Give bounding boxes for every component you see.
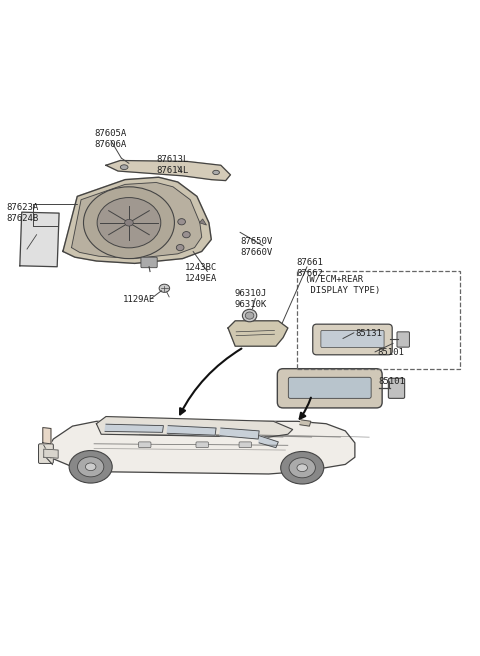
Ellipse shape <box>69 451 112 483</box>
Ellipse shape <box>297 464 308 472</box>
Text: 1129AE: 1129AE <box>123 295 155 304</box>
Text: (W/ECM+REAR
 DISPLAY TYPE): (W/ECM+REAR DISPLAY TYPE) <box>305 275 380 295</box>
Ellipse shape <box>213 171 219 174</box>
Polygon shape <box>105 424 163 432</box>
FancyBboxPatch shape <box>397 332 409 347</box>
Ellipse shape <box>281 451 324 484</box>
Text: 87613L
87614L: 87613L 87614L <box>156 155 189 175</box>
Ellipse shape <box>289 458 315 478</box>
Text: 1243BC
1249EA: 1243BC 1249EA <box>185 263 217 283</box>
Ellipse shape <box>85 463 96 470</box>
Text: 87661
87662: 87661 87662 <box>297 258 324 278</box>
Polygon shape <box>220 428 259 439</box>
Polygon shape <box>44 421 355 474</box>
Ellipse shape <box>97 197 161 248</box>
Polygon shape <box>167 426 216 435</box>
Polygon shape <box>259 436 278 447</box>
Ellipse shape <box>84 187 174 258</box>
FancyBboxPatch shape <box>38 444 53 463</box>
Ellipse shape <box>182 232 190 237</box>
Polygon shape <box>199 219 206 225</box>
Polygon shape <box>43 428 51 444</box>
Ellipse shape <box>125 219 133 226</box>
Polygon shape <box>44 449 58 458</box>
Text: 85131: 85131 <box>356 329 383 338</box>
Ellipse shape <box>245 312 254 319</box>
FancyBboxPatch shape <box>288 377 371 398</box>
FancyBboxPatch shape <box>321 331 384 348</box>
Polygon shape <box>228 321 288 346</box>
FancyBboxPatch shape <box>277 369 382 408</box>
Polygon shape <box>72 182 202 258</box>
Polygon shape <box>20 212 59 267</box>
Polygon shape <box>63 177 211 264</box>
Ellipse shape <box>77 457 104 477</box>
Text: 87623A
87624B: 87623A 87624B <box>6 203 39 223</box>
Text: 96310J
96310K: 96310J 96310K <box>234 289 266 310</box>
Ellipse shape <box>159 284 169 293</box>
Ellipse shape <box>120 165 128 170</box>
Text: 87605A
87606A: 87605A 87606A <box>94 129 126 149</box>
Ellipse shape <box>178 218 185 225</box>
FancyBboxPatch shape <box>388 379 405 398</box>
Ellipse shape <box>176 245 184 251</box>
FancyBboxPatch shape <box>141 257 157 268</box>
FancyBboxPatch shape <box>239 442 252 447</box>
FancyBboxPatch shape <box>313 324 392 355</box>
FancyBboxPatch shape <box>196 442 208 447</box>
Text: 85101: 85101 <box>379 377 406 386</box>
Ellipse shape <box>242 310 257 322</box>
FancyBboxPatch shape <box>139 442 151 447</box>
Polygon shape <box>300 420 311 426</box>
Text: 87650V
87660V: 87650V 87660V <box>240 237 272 256</box>
Text: 85101: 85101 <box>377 348 404 358</box>
Polygon shape <box>96 417 293 437</box>
Polygon shape <box>106 161 230 180</box>
